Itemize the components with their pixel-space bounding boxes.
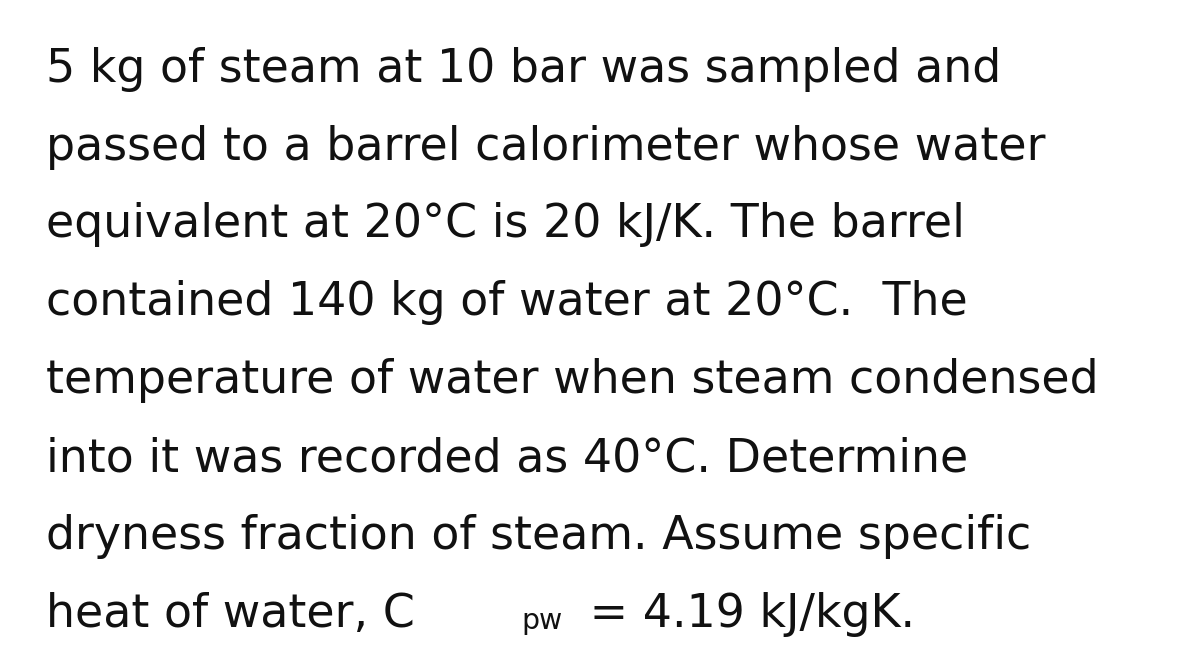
Text: 5 kg of steam at 10 bar was sampled and: 5 kg of steam at 10 bar was sampled and xyxy=(46,47,1001,92)
Text: temperature of water when steam condensed: temperature of water when steam condense… xyxy=(46,358,1098,404)
Text: pw: pw xyxy=(522,607,563,635)
Text: equivalent at 20°C is 20 kJ/K. The barrel: equivalent at 20°C is 20 kJ/K. The barre… xyxy=(46,202,965,248)
Text: = 4.19 kJ/kgK.: = 4.19 kJ/kgK. xyxy=(575,592,914,637)
Text: heat of water, C: heat of water, C xyxy=(46,592,414,637)
Text: dryness fraction of steam. Assume specific: dryness fraction of steam. Assume specif… xyxy=(46,514,1031,559)
Text: contained 140 kg of water at 20°C.  The: contained 140 kg of water at 20°C. The xyxy=(46,280,967,326)
Text: passed to a barrel calorimeter whose water: passed to a barrel calorimeter whose wat… xyxy=(46,125,1045,170)
Text: into it was recorded as 40°C. Determine: into it was recorded as 40°C. Determine xyxy=(46,436,968,482)
